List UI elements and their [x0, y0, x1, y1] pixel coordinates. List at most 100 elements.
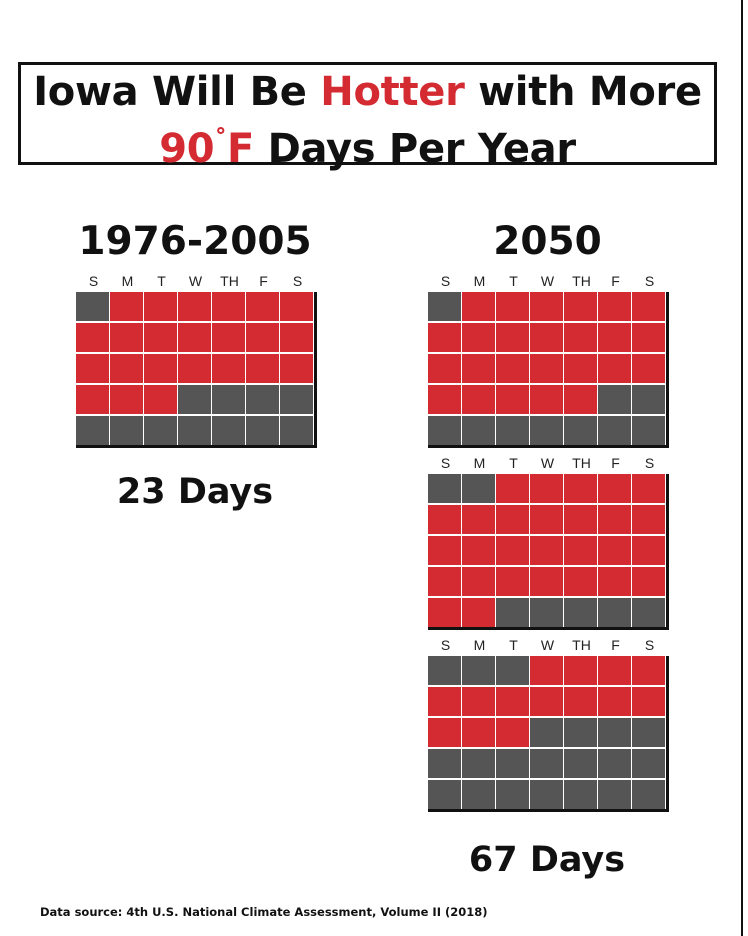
hot-day-cell: [632, 536, 665, 565]
weekday-label: TH: [572, 637, 591, 653]
hot-day-cell: [598, 536, 631, 565]
day-cell: [530, 749, 563, 778]
weekday-label: M: [473, 273, 486, 289]
hot-day-cell: [280, 292, 313, 321]
weekday-label: T: [509, 273, 518, 289]
day-cell: [598, 416, 631, 445]
hot-day-cell: [428, 567, 461, 596]
day-cell: [530, 416, 563, 445]
hot-day-cell: [496, 385, 529, 414]
hot-day-cell: [632, 656, 665, 685]
hot-day-cell: [530, 292, 563, 321]
hot-day-cell: [530, 687, 563, 716]
hot-day-cell: [212, 354, 245, 383]
hot-day-cell: [598, 656, 631, 685]
day-cell: [428, 749, 461, 778]
hot-day-cell: [144, 385, 177, 414]
hot-day-cell: [530, 505, 563, 534]
hot-day-cell: [530, 385, 563, 414]
weekday-label: W: [188, 273, 203, 289]
hot-day-cell: [632, 505, 665, 534]
hot-day-cell: [110, 323, 143, 352]
hot-day-cell: [428, 505, 461, 534]
count-label-historical: 23 Days: [116, 472, 274, 512]
day-cell: [462, 656, 495, 685]
day-cell: [428, 780, 461, 809]
weekday-label: F: [611, 273, 620, 289]
day-cell: [496, 780, 529, 809]
hot-day-cell: [462, 354, 495, 383]
day-cell: [598, 780, 631, 809]
hot-day-cell: [110, 354, 143, 383]
day-cell: [598, 385, 631, 414]
day-cell: [530, 718, 563, 747]
title-line-1: Iowa Will Be Hotter with More: [21, 67, 714, 117]
hot-day-cell: [110, 292, 143, 321]
hot-day-cell: [496, 505, 529, 534]
hot-day-cell: [76, 385, 109, 414]
day-cell: [632, 749, 665, 778]
hot-day-cell: [428, 323, 461, 352]
hot-day-cell: [530, 354, 563, 383]
hot-day-cell: [564, 505, 597, 534]
day-cell: [110, 416, 143, 445]
weekday-label: M: [121, 273, 134, 289]
hot-day-cell: [462, 536, 495, 565]
hot-day-cell: [76, 354, 109, 383]
day-cell: [496, 749, 529, 778]
hot-day-cell: [144, 354, 177, 383]
hot-day-cell: [246, 292, 279, 321]
hot-day-cell: [462, 718, 495, 747]
weekday-header-1: S M T W TH F S: [76, 273, 314, 289]
day-cell: [76, 416, 109, 445]
hot-day-cell: [564, 687, 597, 716]
hot-day-cell: [598, 323, 631, 352]
day-cell: [178, 416, 211, 445]
day-cell: [280, 385, 313, 414]
day-cell: [530, 598, 563, 627]
hot-day-cell: [462, 687, 495, 716]
hot-day-cell: [462, 567, 495, 596]
hot-day-cell: [428, 385, 461, 414]
hot-day-cell: [178, 354, 211, 383]
weekday-label: T: [157, 273, 166, 289]
weekday-label: W: [540, 637, 555, 653]
calendar-2050-c: [428, 656, 669, 812]
hot-day-cell: [212, 292, 245, 321]
day-cell: [462, 780, 495, 809]
day-cell: [428, 656, 461, 685]
day-cell: [280, 416, 313, 445]
weekday-label: S: [440, 273, 451, 289]
weekday-label: F: [611, 455, 620, 471]
day-cell: [212, 385, 245, 414]
hot-day-cell: [530, 536, 563, 565]
hot-day-cell: [246, 354, 279, 383]
hot-day-cell: [598, 474, 631, 503]
title-highlight-hotter: Hotter: [320, 69, 465, 115]
weekday-label: TH: [572, 455, 591, 471]
hot-day-cell: [598, 687, 631, 716]
weekday-label: S: [644, 273, 655, 289]
hot-day-cell: [428, 718, 461, 747]
title-text: Days Per Year: [254, 126, 576, 172]
day-cell: [496, 598, 529, 627]
day-cell: [598, 598, 631, 627]
day-cell: [428, 416, 461, 445]
hot-day-cell: [598, 292, 631, 321]
hot-day-cell: [496, 323, 529, 352]
hot-day-cell: [598, 567, 631, 596]
day-cell: [564, 780, 597, 809]
day-cell: [598, 718, 631, 747]
day-cell: [246, 385, 279, 414]
hot-day-cell: [632, 567, 665, 596]
hot-day-cell: [564, 567, 597, 596]
hot-day-cell: [564, 474, 597, 503]
hot-day-cell: [428, 598, 461, 627]
data-source-note: Data source: 4th U.S. National Climate A…: [40, 905, 488, 919]
day-cell: [76, 292, 109, 321]
page-edge-line: [741, 0, 743, 936]
hot-day-cell: [496, 292, 529, 321]
title-highlight-unit: F: [227, 126, 255, 172]
hot-day-cell: [564, 354, 597, 383]
hot-day-cell: [598, 354, 631, 383]
